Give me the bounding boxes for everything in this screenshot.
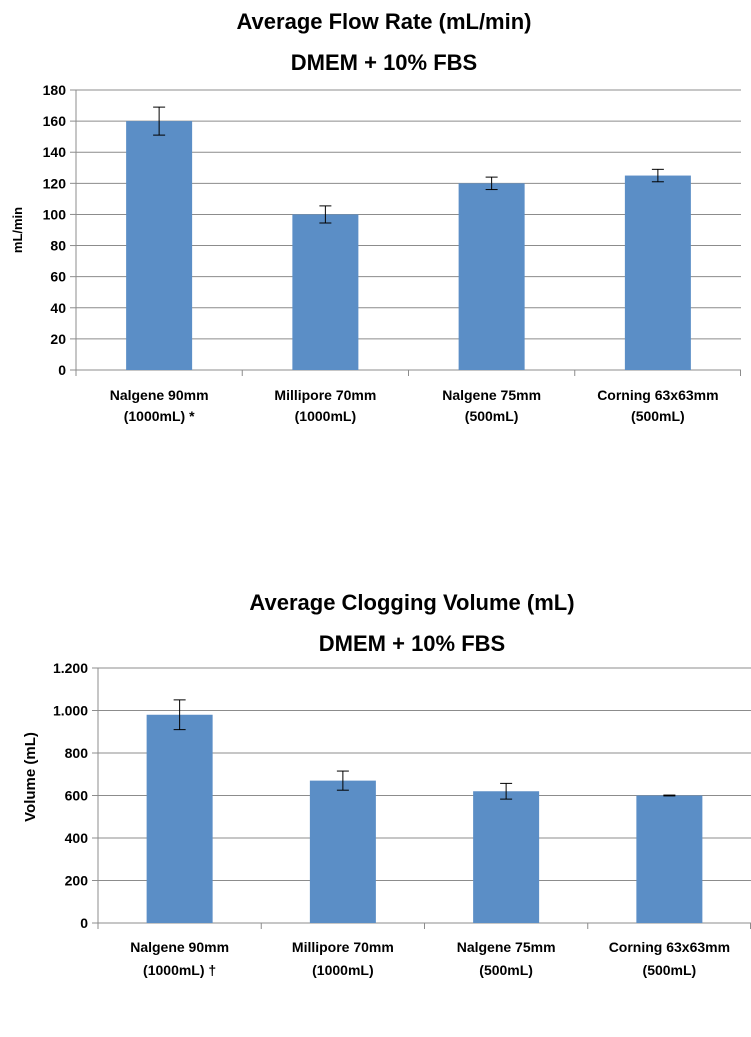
y-tick-label: 160: [43, 113, 67, 129]
y-tick-label: 20: [50, 331, 66, 347]
y-tick-label: 40: [50, 300, 66, 316]
bar: [146, 714, 213, 923]
category-label: Corning 63x63mm (500mL): [597, 387, 718, 424]
plot-area: 0 20 40 60 80 100 120 140 160 180 Nalgene 90mm (100…: [43, 82, 741, 424]
y-axis-label: Volume (mL): [22, 732, 39, 822]
chart-title: Average Clogging Volume (mL): [249, 590, 574, 615]
bar: [309, 780, 376, 923]
bar: [636, 795, 703, 923]
y-tick-label: 1.200: [53, 660, 88, 676]
category-label: Millipore 70mm (1000mL): [274, 387, 376, 424]
y-tick-label: 1.000: [53, 703, 88, 719]
y-tick-label: 0: [58, 362, 66, 378]
category-label: Nalgene 90mm (1000mL) †: [130, 939, 229, 978]
y-tick-label: 400: [65, 830, 89, 846]
category-label: Nalgene 75mm (500mL): [442, 387, 541, 424]
category-label: Corning 63x63mm (500mL): [609, 939, 730, 978]
y-tick-label: 180: [43, 82, 67, 98]
category-label: Millipore 70mm (1000mL): [292, 939, 394, 978]
bar: [292, 214, 359, 370]
flow-rate-chart: Average Flow Rate (mL/min) DMEM + 10% FB…: [0, 0, 751, 460]
category-label: Nalgene 90mm (1000mL) *: [110, 387, 209, 424]
y-tick-label: 0: [80, 915, 88, 931]
y-tick-label: 80: [50, 238, 66, 254]
bar: [458, 183, 525, 370]
y-tick-label: 140: [43, 144, 67, 160]
y-axis-label: mL/min: [10, 207, 25, 253]
y-tick-label: 200: [65, 873, 89, 889]
y-tick-label: 800: [65, 745, 89, 761]
y-tick-label: 100: [43, 206, 67, 222]
chart-subtitle: DMEM + 10% FBS: [291, 50, 477, 75]
bar: [126, 121, 193, 370]
y-tick-label: 600: [65, 788, 89, 804]
plot-area: 0 200 400 600 800 1.000 1.200 Nalgene 90mm (1000…: [53, 660, 751, 978]
chart-title: Average Flow Rate (mL/min): [236, 9, 531, 34]
clogging-volume-chart-svg: Average Clogging Volume (mL) DMEM + 10% …: [22, 590, 751, 978]
flow-rate-chart-svg: Average Flow Rate (mL/min) DMEM + 10% FB…: [10, 9, 741, 424]
bar: [624, 175, 691, 370]
y-tick-label: 60: [50, 269, 66, 285]
category-label: Nalgene 75mm (500mL): [457, 939, 556, 978]
y-tick-label: 120: [43, 175, 67, 191]
chart-subtitle: DMEM + 10% FBS: [319, 631, 505, 656]
bar: [473, 791, 540, 923]
clogging-volume-chart: Average Clogging Volume (mL) DMEM + 10% …: [0, 580, 751, 1037]
